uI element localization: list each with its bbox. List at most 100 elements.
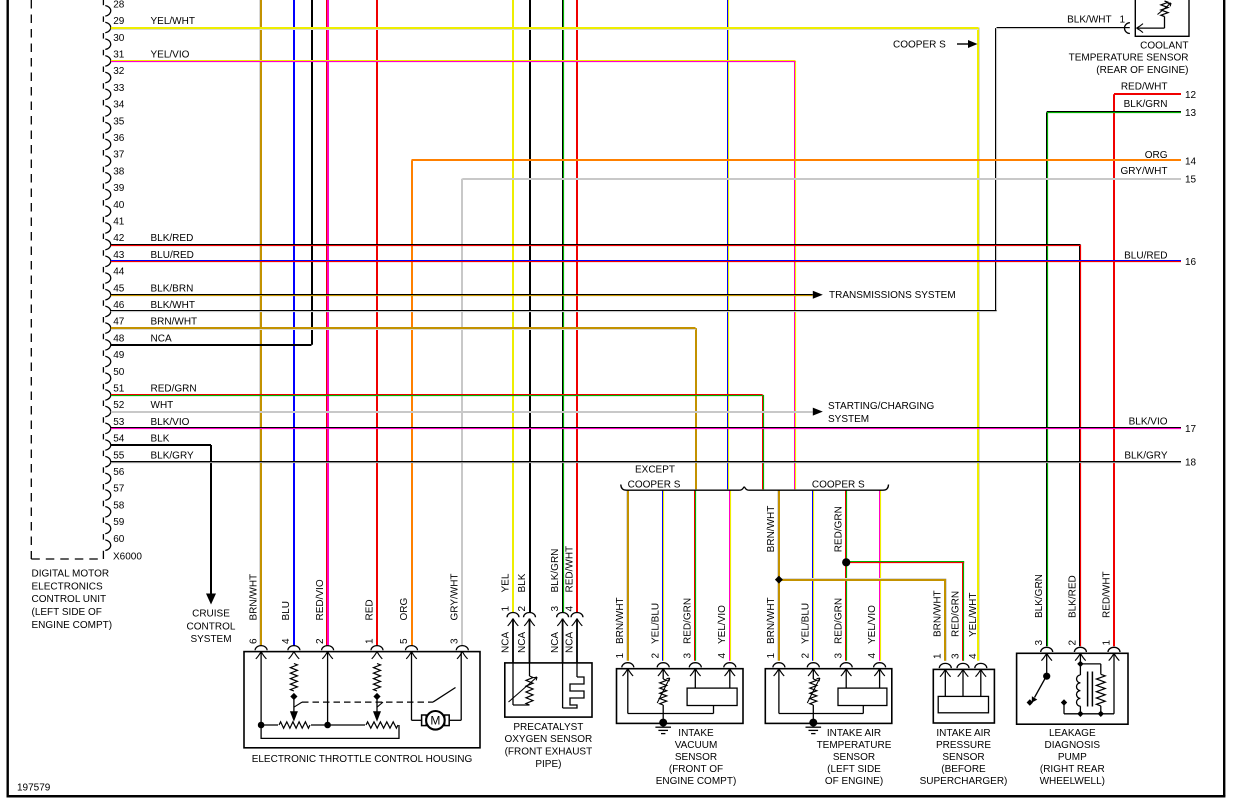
svg-text:RED/GRN: RED/GRN xyxy=(834,506,845,552)
svg-text:17: 17 xyxy=(1185,424,1197,435)
svg-text:RED/GRN: RED/GRN xyxy=(151,384,197,395)
svg-text:3: 3 xyxy=(550,606,561,612)
svg-text:SENSOR: SENSOR xyxy=(675,752,717,763)
svg-text:ORG: ORG xyxy=(399,598,410,621)
svg-text:DIAGNOSIS: DIAGNOSIS xyxy=(1045,740,1101,751)
svg-text:39: 39 xyxy=(113,183,125,194)
svg-text:12: 12 xyxy=(1185,90,1197,101)
svg-text:NCA: NCA xyxy=(500,632,511,653)
svg-text:BLU: BLU xyxy=(281,601,292,620)
svg-text:VACUUM: VACUUM xyxy=(675,740,718,751)
svg-text:29: 29 xyxy=(113,16,125,27)
svg-text:BLK: BLK xyxy=(151,434,170,445)
svg-text:BLK/VIO: BLK/VIO xyxy=(1129,417,1168,428)
svg-text:SYSTEM: SYSTEM xyxy=(190,634,231,645)
svg-text:SENSOR: SENSOR xyxy=(833,752,875,763)
svg-text:BLK/GRN: BLK/GRN xyxy=(1034,574,1045,618)
svg-text:42: 42 xyxy=(113,233,125,244)
svg-text:4: 4 xyxy=(968,653,979,659)
svg-text:YEL/VIO: YEL/VIO xyxy=(717,605,728,644)
svg-text:BLK/GRN: BLK/GRN xyxy=(1124,99,1168,110)
svg-text:52: 52 xyxy=(113,400,125,411)
svg-text:3: 3 xyxy=(834,653,845,659)
svg-text:RED/GRN: RED/GRN xyxy=(950,591,961,637)
svg-text:BRN/WHT: BRN/WHT xyxy=(766,597,777,644)
svg-text:47: 47 xyxy=(113,317,125,328)
svg-text:56: 56 xyxy=(113,467,125,478)
svg-text:PRESSURE: PRESSURE xyxy=(936,740,991,751)
svg-text:38: 38 xyxy=(113,166,125,177)
svg-text:4: 4 xyxy=(281,638,292,644)
svg-text:COOPER S: COOPER S xyxy=(812,479,865,490)
svg-text:28: 28 xyxy=(113,0,125,10)
svg-text:WHT: WHT xyxy=(151,400,174,411)
svg-text:NCA: NCA xyxy=(564,632,575,653)
svg-text:1: 1 xyxy=(1120,15,1126,26)
svg-text:YEL/BLU: YEL/BLU xyxy=(651,603,662,644)
svg-text:GRY/WHT: GRY/WHT xyxy=(1120,166,1167,177)
svg-text:1: 1 xyxy=(766,653,777,659)
svg-text:CRUISE: CRUISE xyxy=(192,609,230,620)
svg-text:(FRONT OF: (FRONT OF xyxy=(669,764,723,775)
svg-text:1: 1 xyxy=(500,606,511,612)
svg-text:50: 50 xyxy=(113,367,125,378)
svg-text:ENGINE COMPT): ENGINE COMPT) xyxy=(32,620,113,631)
svg-text:BLK/GRN: BLK/GRN xyxy=(550,549,561,593)
svg-text:YEL/VIO: YEL/VIO xyxy=(867,605,878,644)
svg-text:RED/VIO: RED/VIO xyxy=(315,579,326,620)
svg-text:M: M xyxy=(430,714,440,728)
svg-text:2: 2 xyxy=(801,653,812,659)
svg-text:46: 46 xyxy=(113,300,125,311)
svg-text:YEL: YEL xyxy=(500,573,511,592)
svg-text:57: 57 xyxy=(113,484,125,495)
svg-text:TEMPERATURE SENSOR: TEMPERATURE SENSOR xyxy=(1069,53,1189,64)
svg-text:54: 54 xyxy=(113,434,125,445)
svg-text:31: 31 xyxy=(113,50,125,61)
svg-text:BLU/RED: BLU/RED xyxy=(151,250,194,261)
svg-text:TRANSMISSIONS SYSTEM: TRANSMISSIONS SYSTEM xyxy=(829,290,956,301)
svg-text:41: 41 xyxy=(113,217,125,228)
svg-text:51: 51 xyxy=(113,384,125,395)
svg-text:BLK/WHT: BLK/WHT xyxy=(151,300,195,311)
svg-text:3: 3 xyxy=(450,638,461,644)
svg-text:32: 32 xyxy=(113,66,125,77)
svg-text:INTAKE AIR: INTAKE AIR xyxy=(827,728,881,739)
svg-text:2: 2 xyxy=(315,638,326,644)
svg-text:(BEFORE: (BEFORE xyxy=(941,764,986,775)
svg-text:INTAKE AIR: INTAKE AIR xyxy=(936,728,990,739)
svg-text:60: 60 xyxy=(113,534,125,545)
svg-text:SUPERCHARGER): SUPERCHARGER) xyxy=(920,776,1008,787)
svg-text:BLK: BLK xyxy=(517,573,528,592)
svg-text:YEL/BLU: YEL/BLU xyxy=(801,603,812,644)
svg-text:13: 13 xyxy=(1185,108,1197,119)
svg-text:(REAR OF ENGINE): (REAR OF ENGINE) xyxy=(1096,65,1188,76)
svg-text:ELECTRONICS: ELECTRONICS xyxy=(32,581,103,592)
svg-text:40: 40 xyxy=(113,200,125,211)
svg-text:EXCEPT: EXCEPT xyxy=(635,465,675,476)
svg-text:37: 37 xyxy=(113,150,125,161)
svg-text:1: 1 xyxy=(615,653,626,659)
svg-text:3: 3 xyxy=(950,653,961,659)
svg-text:CONTROL: CONTROL xyxy=(187,621,236,632)
svg-text:BLK/RED: BLK/RED xyxy=(151,233,194,244)
svg-text:BRN/WHT: BRN/WHT xyxy=(933,590,944,637)
svg-text:YEL/VIO: YEL/VIO xyxy=(151,50,190,61)
svg-text:2: 2 xyxy=(651,653,662,659)
svg-text:TEMPERATURE: TEMPERATURE xyxy=(817,740,892,751)
svg-text:CONTROL UNIT: CONTROL UNIT xyxy=(32,594,107,605)
svg-text:RED/GRN: RED/GRN xyxy=(683,598,694,644)
svg-text:INTAKE: INTAKE xyxy=(678,728,714,739)
svg-text:30: 30 xyxy=(113,33,125,44)
svg-text:BLK/VIO: BLK/VIO xyxy=(151,417,190,428)
svg-text:5: 5 xyxy=(399,638,410,644)
svg-text:55: 55 xyxy=(113,450,125,461)
svg-text:YEL/WHT: YEL/WHT xyxy=(968,593,979,637)
svg-text:X6000: X6000 xyxy=(113,552,142,563)
svg-text:BLK/GRY: BLK/GRY xyxy=(1124,451,1167,462)
svg-text:36: 36 xyxy=(113,133,125,144)
svg-text:RED: RED xyxy=(364,599,375,620)
svg-text:3: 3 xyxy=(1034,640,1045,646)
svg-text:STARTING/CHARGING: STARTING/CHARGING xyxy=(828,401,935,412)
svg-text:BLK/WHT: BLK/WHT xyxy=(1067,15,1111,26)
svg-text:YEL/WHT: YEL/WHT xyxy=(151,16,195,27)
